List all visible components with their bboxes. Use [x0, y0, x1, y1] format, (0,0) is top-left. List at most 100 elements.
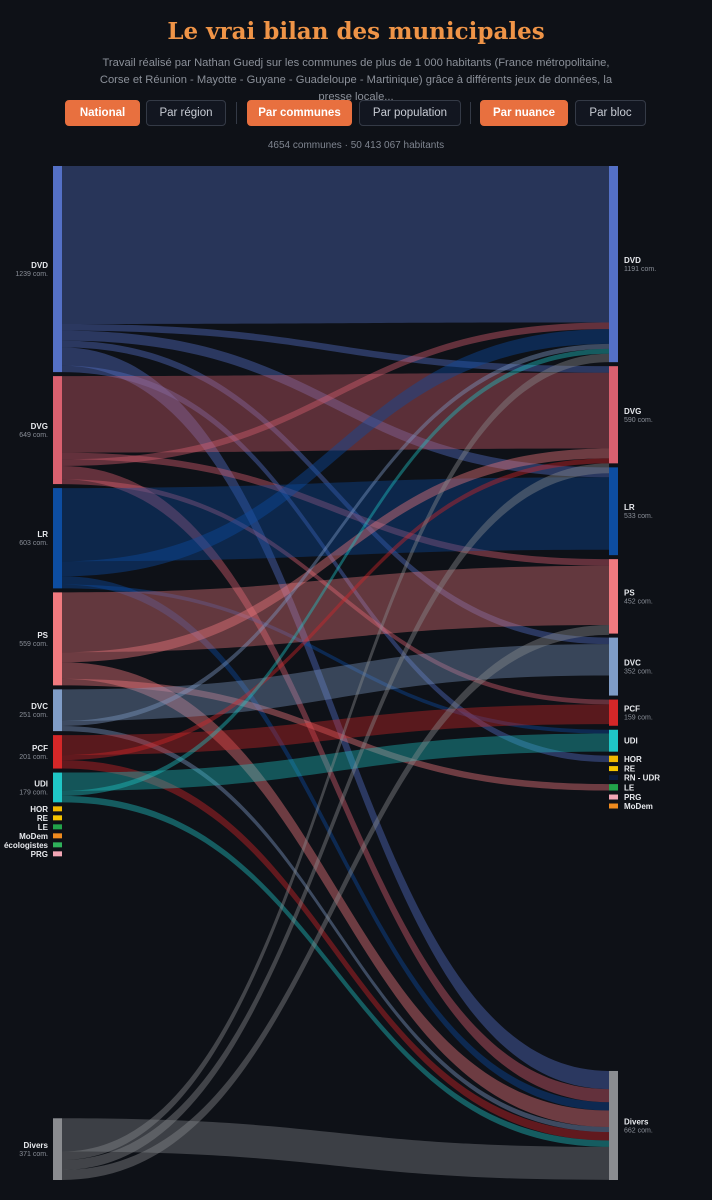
sankey-node[interactable]	[53, 806, 62, 812]
page-title: Le vrai bilan des municipales	[167, 18, 545, 45]
sankey-link[interactable]	[62, 565, 609, 653]
node-label: LR	[624, 503, 635, 512]
sankey-node[interactable]	[53, 815, 62, 821]
node-label: Divers	[24, 1141, 49, 1150]
sankey-link[interactable]	[62, 452, 609, 566]
sankey-node[interactable]	[609, 1070, 618, 1180]
sankey-link[interactable]	[62, 448, 609, 663]
sankey-node[interactable]	[609, 699, 618, 726]
sankey-node[interactable]	[609, 637, 618, 696]
sankey-link[interactable]	[62, 365, 609, 763]
node-count: 1191 com.	[624, 266, 656, 273]
sankey-node[interactable]	[53, 1118, 62, 1180]
node-label: MoDem	[624, 802, 653, 811]
filter-separator	[236, 102, 237, 124]
par-communes-button[interactable]: Par communes	[247, 100, 352, 126]
sankey-link[interactable]	[62, 477, 609, 562]
par-population-button[interactable]: Par population	[359, 100, 461, 126]
sankey-link[interactable]	[62, 458, 609, 761]
sankey-link[interactable]	[62, 463, 609, 1171]
sankey-link[interactable]	[62, 347, 609, 1090]
sankey-node[interactable]	[609, 784, 618, 791]
sankey-link[interactable]	[62, 330, 609, 478]
node-label: MoDem	[19, 832, 48, 841]
sankey-node[interactable]	[609, 467, 618, 556]
sankey-link[interactable]	[62, 760, 609, 1141]
par-bloc-button[interactable]: Par bloc	[575, 100, 646, 126]
sankey-node[interactable]	[53, 488, 62, 589]
sankey-link[interactable]	[62, 733, 609, 791]
national-button[interactable]: National	[65, 100, 140, 126]
sankey-node[interactable]	[53, 842, 62, 848]
node-count: 590 com.	[624, 417, 653, 424]
sankey-node[interactable]	[53, 833, 62, 839]
sankey-node[interactable]	[609, 729, 618, 752]
sankey-link[interactable]	[62, 166, 609, 325]
sankey-link[interactable]	[62, 704, 609, 756]
node-label: DVC	[31, 702, 48, 711]
sankey-link[interactable]	[62, 678, 609, 791]
sankey-link[interactable]	[62, 372, 609, 453]
sankey-node[interactable]	[609, 366, 618, 464]
sankey-link[interactable]	[62, 662, 609, 1127]
node-count: 649 com.	[19, 432, 48, 439]
node-label: LE	[38, 823, 49, 832]
sankey-node[interactable]	[53, 592, 62, 686]
node-label: DVD	[624, 256, 641, 265]
sankey-node[interactable]	[609, 166, 618, 363]
sankey-link[interactable]	[62, 479, 609, 705]
node-count: 452 com.	[624, 598, 653, 605]
sankey-link[interactable]	[62, 1118, 609, 1180]
node-count: 179 com.	[19, 789, 48, 796]
sankey-node[interactable]	[53, 689, 62, 732]
sankey-link[interactable]	[62, 343, 609, 726]
node-count: 1239 com.	[15, 271, 48, 278]
sankey-node[interactable]	[609, 766, 618, 772]
node-label: HOR	[624, 755, 642, 764]
node-count: 201 com.	[19, 754, 48, 761]
node-count: 251 com.	[19, 712, 48, 719]
page-subtitle: Travail réalisé par Nathan Guedj sur les…	[99, 57, 613, 103]
sankey-node[interactable]	[53, 735, 62, 769]
node-label: Divers	[624, 1117, 649, 1126]
sankey-node[interactable]	[609, 775, 618, 781]
node-label: DVG	[624, 407, 641, 416]
sankey-link[interactable]	[62, 584, 609, 734]
sankey-link[interactable]	[62, 644, 609, 721]
node-count: 159 com.	[624, 715, 653, 722]
sankey-link[interactable]	[62, 340, 609, 645]
par-region-button[interactable]: Par région	[146, 100, 226, 126]
node-label: PRG	[31, 850, 48, 859]
sankey-link[interactable]	[62, 329, 609, 577]
sankey-link[interactable]	[62, 353, 609, 1161]
stats-summary: 4654 communes · 50 413 067 habitants	[267, 140, 445, 151]
node-count: 533 com.	[624, 513, 653, 520]
node-count: 603 com.	[19, 540, 48, 547]
sankey-node[interactable]	[53, 824, 62, 830]
node-label: UDI	[34, 779, 48, 788]
sankey-link[interactable]	[62, 725, 609, 1133]
sankey-link[interactable]	[62, 324, 609, 373]
sankey-link[interactable]	[62, 348, 609, 796]
node-label: DVG	[31, 422, 48, 431]
par-nuance-button[interactable]: Par nuance	[480, 100, 568, 126]
sankey-node[interactable]	[609, 559, 618, 634]
sankey-node[interactable]	[53, 851, 62, 857]
sankey-link[interactable]	[62, 625, 609, 1180]
sankey-link[interactable]	[62, 576, 609, 1111]
sankey-link[interactable]	[62, 795, 609, 1147]
sankey-link[interactable]	[62, 322, 609, 466]
sankey-node[interactable]	[53, 772, 62, 803]
node-label: RN - UDR	[624, 774, 660, 783]
node-label: RE	[624, 765, 636, 774]
filter-separator	[470, 102, 471, 124]
sankey-link[interactable]	[62, 465, 609, 1103]
node-label: PS	[624, 588, 635, 597]
sankey-node[interactable]	[609, 755, 618, 763]
sankey-node[interactable]	[53, 166, 62, 373]
sankey-node[interactable]	[609, 803, 618, 809]
sankey-node[interactable]	[609, 794, 618, 800]
node-label: PCF	[624, 705, 640, 714]
sankey-node[interactable]	[53, 376, 62, 485]
